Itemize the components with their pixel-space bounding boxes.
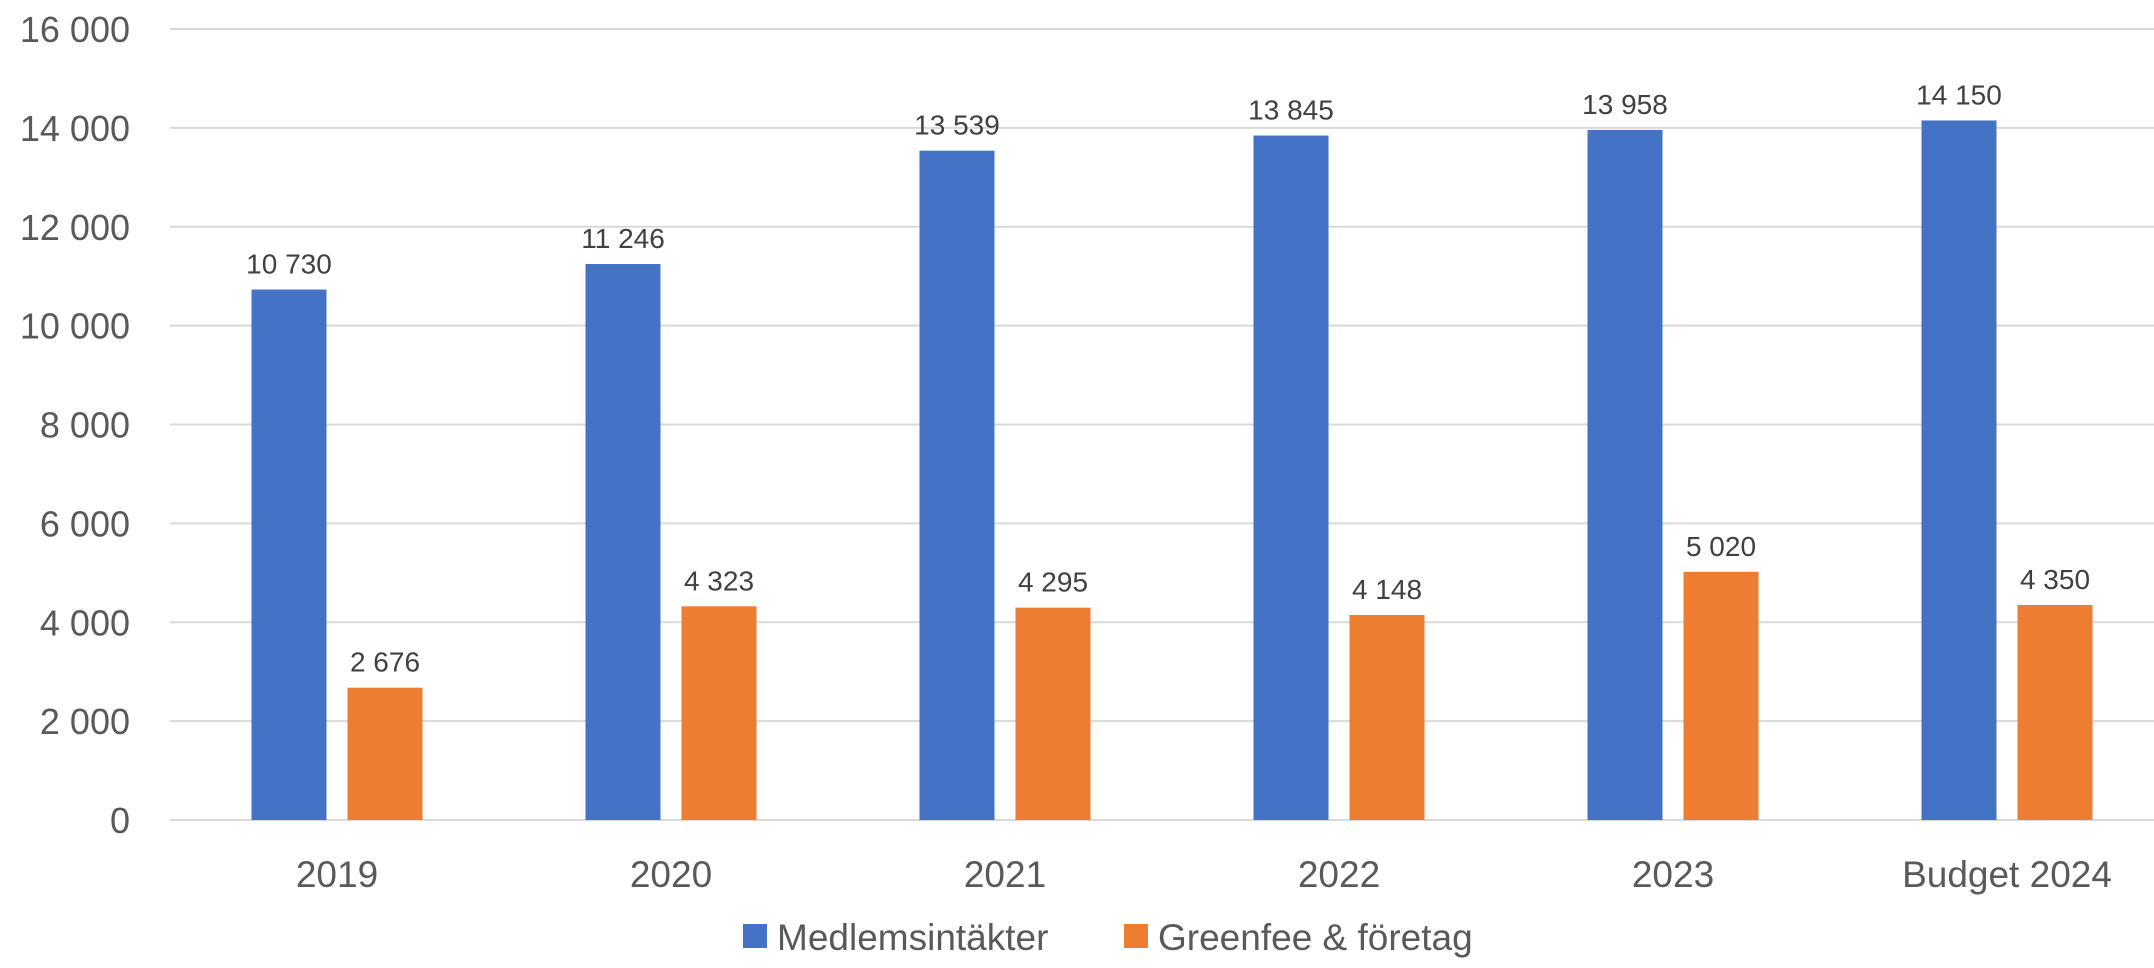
y-tick-label: 8 000 — [40, 405, 130, 446]
bar-greenfee-4 — [1683, 571, 1759, 820]
bar-medlemsintakter-3 — [1253, 135, 1329, 820]
bar-medlemsintakter-0 — [251, 289, 327, 820]
y-tick-label: 2 000 — [40, 701, 130, 742]
bar-greenfee-2 — [1015, 607, 1091, 820]
x-tick-label: 2023 — [1632, 854, 1714, 895]
legend-label: Greenfee & företag — [1158, 917, 1473, 958]
x-tick-label: 2019 — [296, 854, 378, 895]
data-label: 2 676 — [350, 647, 420, 678]
y-tick-label: 6 000 — [40, 503, 130, 544]
data-labels: 10 730 2 676 11 246 4 323 13 539 4 295 13 845 4… — [246, 79, 2090, 677]
bar-medlemsintakter-5 — [1921, 120, 1997, 821]
data-label: 10 730 — [246, 249, 332, 280]
y-tick-label: 4 000 — [40, 602, 130, 643]
gridlines — [170, 28, 2154, 821]
data-label: 4 350 — [2020, 564, 2090, 595]
data-label: 13 539 — [914, 110, 1000, 141]
data-label: 5 020 — [1686, 531, 1756, 562]
bar-medlemsintakter-2 — [919, 150, 995, 821]
data-label: 14 150 — [1916, 79, 2002, 110]
data-label: 4 295 — [1018, 567, 1088, 598]
data-label: 13 958 — [1582, 89, 1668, 120]
y-axis: 0 2 000 4 000 6 000 8 000 10 000 12 000 14 000 1… — [20, 9, 130, 841]
bars — [251, 120, 2093, 821]
x-tick-label: 2022 — [1298, 854, 1380, 895]
bar-greenfee-0 — [347, 687, 423, 820]
data-label: 4 148 — [1352, 574, 1422, 605]
x-tick-label: Budget 2024 — [1902, 854, 2112, 895]
bar-medlemsintakter-4 — [1587, 129, 1663, 821]
x-axis: 2019 2020 2021 2022 2023 Budget 2024 — [296, 854, 2112, 895]
data-label: 13 845 — [1248, 95, 1334, 126]
bar-greenfee-3 — [1349, 614, 1425, 820]
legend-label: Medlemsintäkter — [777, 917, 1048, 958]
data-label: 4 323 — [684, 565, 754, 596]
data-label: 11 246 — [581, 223, 665, 254]
bar-medlemsintakter-1 — [585, 264, 661, 820]
bar-greenfee-5 — [2017, 604, 2093, 820]
legend-swatch — [1124, 924, 1148, 948]
y-tick-label: 12 000 — [20, 207, 130, 248]
y-tick-label: 0 — [110, 800, 130, 841]
x-tick-label: 2021 — [964, 854, 1046, 895]
y-tick-label: 10 000 — [20, 306, 130, 347]
x-tick-label: 2020 — [630, 854, 712, 895]
y-tick-label: 14 000 — [20, 108, 130, 149]
y-tick-label: 16 000 — [20, 9, 130, 50]
bar-greenfee-1 — [681, 606, 757, 820]
legend: Medlemsintäkter Greenfee & företag — [743, 917, 1473, 958]
legend-swatch — [743, 924, 767, 948]
